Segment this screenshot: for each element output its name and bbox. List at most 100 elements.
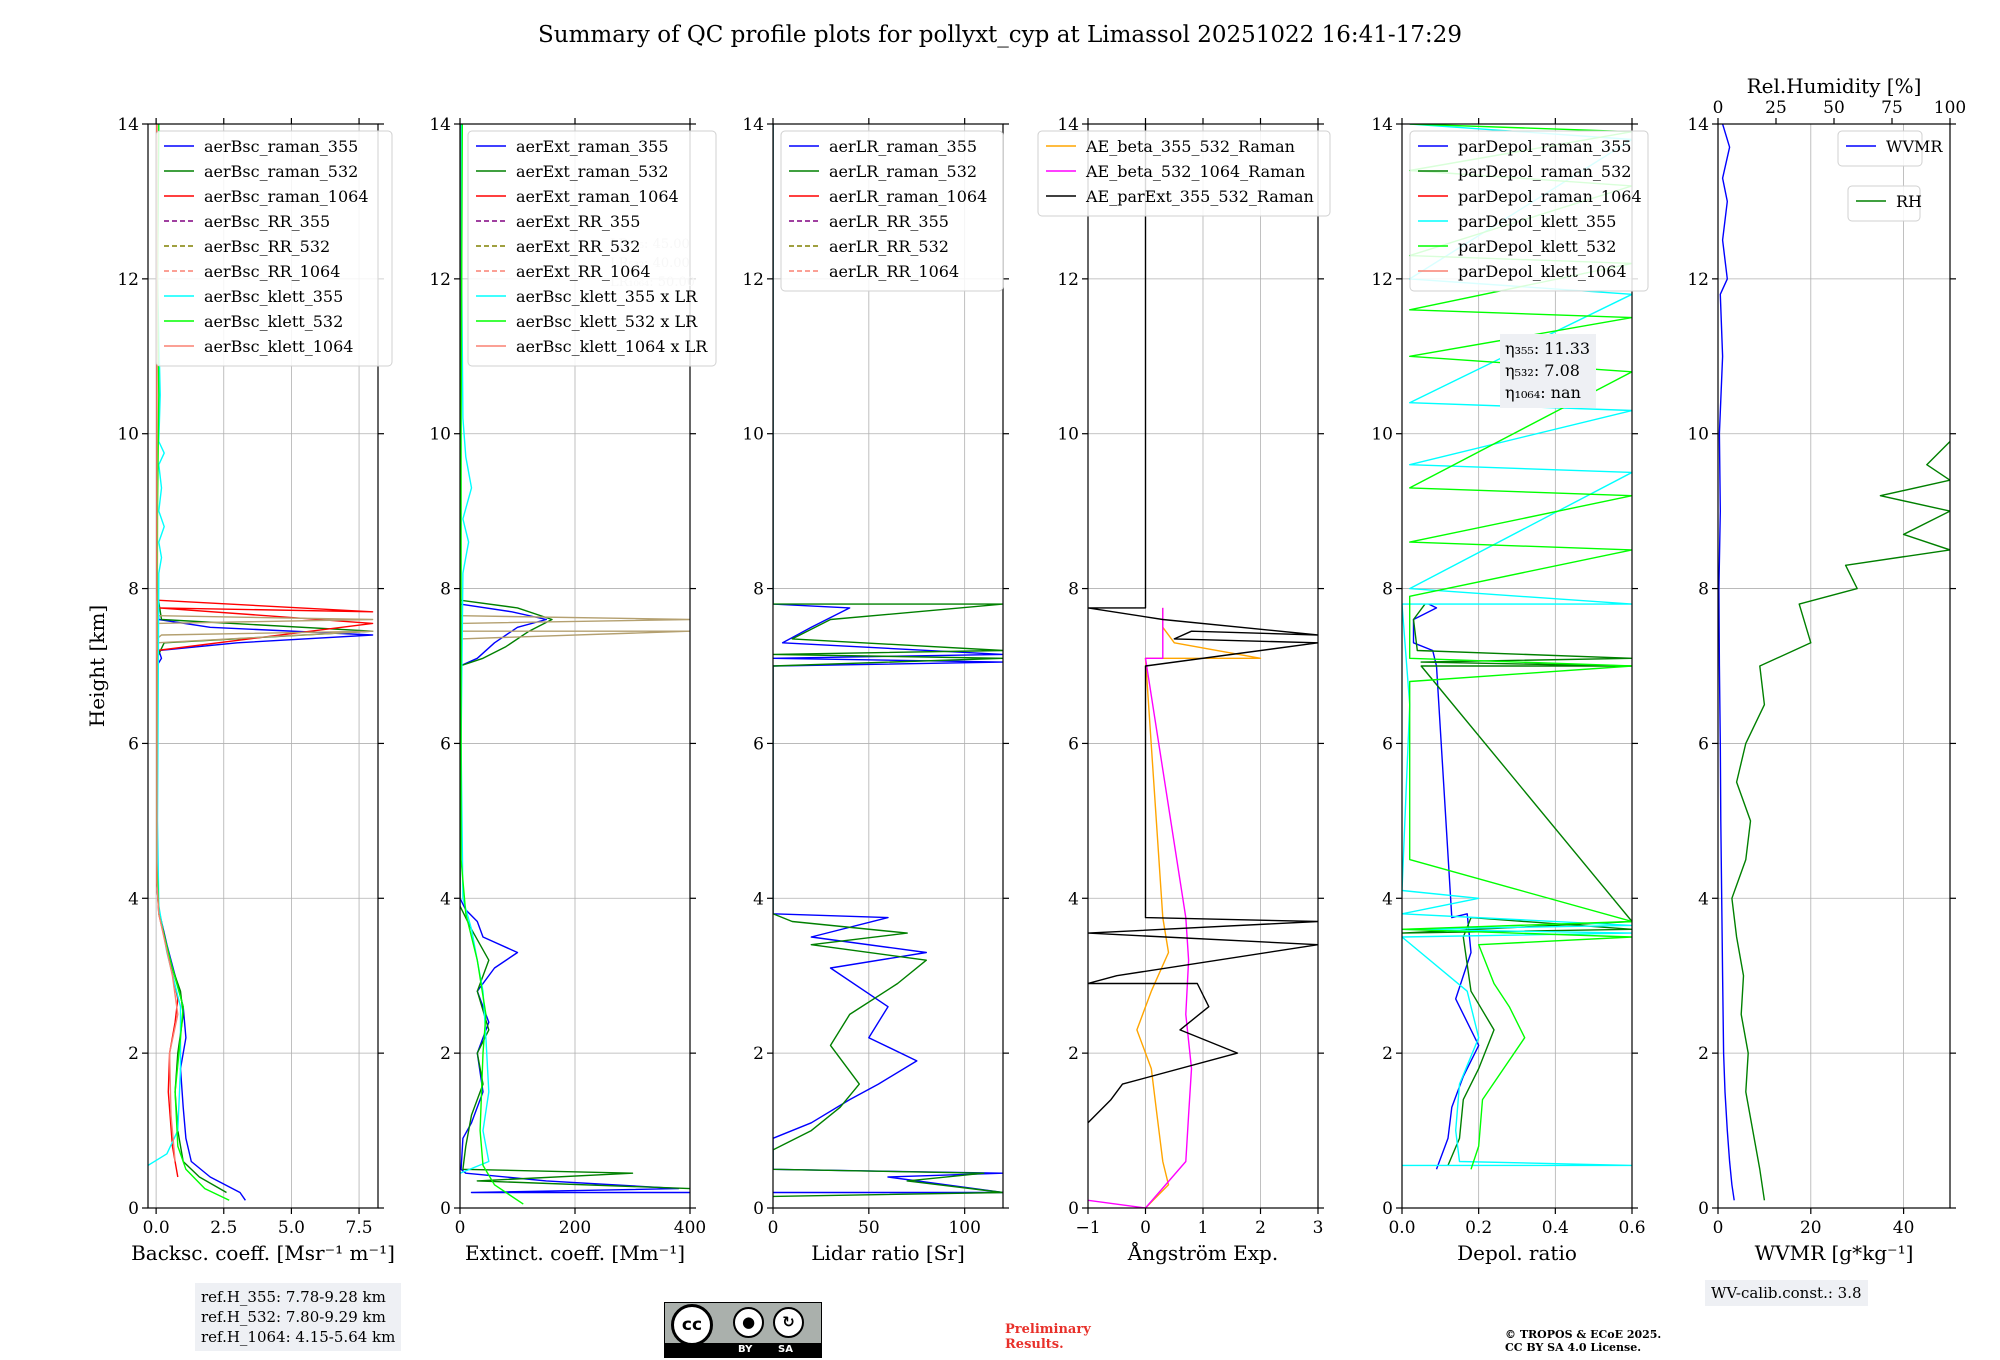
extinction-panel: 0 2 4 6 8 10 12 14 0 200 400 Extinct. coeff. [Mm⁻¹]…: [429, 115, 717, 1265]
series-line-parDepol_raman_355: [1412, 603, 1480, 1170]
backscatter-ytick-label: 12: [117, 270, 139, 290]
lidar_ratio-xlabel: Lidar ratio [Sr]: [811, 1241, 965, 1265]
wv-ytick-label: 6: [1698, 734, 1709, 754]
lidar_ratio-xtick-label: 0: [768, 1218, 779, 1238]
backscatter-ytick-label: 4: [128, 889, 139, 909]
legend-label: parDepol_klett_355: [1458, 212, 1616, 231]
angstrom-series-group: [1088, 124, 1318, 1208]
wv-calibration-box: WV-calib.const.: 3.8: [1705, 1280, 1868, 1306]
wv-toptick-label: 50: [1823, 98, 1845, 118]
angstrom-xtick-label: 3: [1313, 1218, 1324, 1238]
angstrom-ytick-label: 12: [1057, 270, 1079, 290]
wv-toptick-label: 75: [1881, 98, 1903, 118]
figure-title: Summary of QC profile plots for pollyxt_…: [538, 22, 1462, 48]
angstrom-xtick-label: −1: [1075, 1218, 1100, 1238]
extinction-series-group: [460, 124, 690, 1205]
angstrom-xtick-label: 2: [1255, 1218, 1266, 1238]
legend-label: aerExt_RR_532: [516, 237, 640, 256]
legend-label: aerBsc_RR_355: [204, 212, 330, 231]
backscatter-frame: [147, 123, 379, 1209]
backscatter-ytick-label: 0: [128, 1199, 139, 1219]
legend-label: aerLR_RR_532: [829, 237, 949, 256]
wv-legend-box: [1837, 130, 1923, 167]
extinction-ytick-label: 10: [429, 425, 451, 445]
wv-legend: WVMR: [1837, 130, 1943, 167]
legend-label: aerExt_RR_355: [516, 212, 640, 231]
depol-ytick-label: 8: [1382, 580, 1393, 600]
extinction-xtick-label: 400: [674, 1218, 706, 1238]
extinction-legend-box: [467, 130, 717, 367]
depol-ytick-label: 14: [1371, 115, 1393, 135]
extinction-ytick-label: 6: [440, 734, 451, 754]
backscatter-xtick-label: 5.0: [278, 1218, 305, 1238]
depol-ytick-label: 10: [1371, 425, 1393, 445]
legend-label: WVMR: [1886, 137, 1943, 156]
legend-label: parDepol_klett_1064: [1458, 262, 1627, 281]
extinction-ytick-label: 0: [440, 1199, 451, 1219]
backscatter-ytick-label: 14: [117, 115, 139, 135]
legend-label: parDepol_raman_1064: [1458, 187, 1642, 206]
legend-label: aerBsc_klett_1064 x LR: [516, 337, 708, 356]
copyright-line-1: © TROPOS & ECoE 2025.: [1505, 1328, 1662, 1341]
backscatter-xtick-label: 0.0: [143, 1218, 170, 1238]
wv-ytick-label: 4: [1698, 889, 1709, 909]
backscatter-xtick-label: 2.5: [210, 1218, 237, 1238]
legend-label: aerLR_RR_355: [829, 212, 949, 231]
backscatter-panel: 0 2 4 6 8 10 12 14 0.0 2.5 5.0 7.5 Backsc. coeff. [M…: [117, 115, 395, 1265]
depol-xtick-label: 0.0: [1388, 1218, 1415, 1238]
angstrom-xtick-label: 0: [1140, 1218, 1151, 1238]
legend-label: aerExt_raman_1064: [516, 187, 679, 206]
depol-ytick-label: 2: [1382, 1044, 1393, 1064]
extinction-ytick-label: 12: [429, 270, 451, 290]
reference-height-box: ref.H_355: 7.78-9.28 km ref.H_532: 7.80-…: [195, 1283, 402, 1351]
wv-xtick-label: 40: [1893, 1218, 1915, 1238]
extinction-ytick-label: 8: [440, 580, 451, 600]
extinction-ytick-label: 2: [440, 1044, 451, 1064]
eta-annotation-box: η₃₅₅: 11.33 η₅₃₂: 7.08 η₁₀₆₄: nan: [1500, 334, 1596, 408]
lidar_ratio-ytick-label: 10: [742, 425, 764, 445]
legend-label: aerBsc_klett_532 x LR: [516, 312, 698, 331]
angstrom-ytick-label: 2: [1068, 1044, 1079, 1064]
angstrom-ytick-label: 4: [1068, 889, 1079, 909]
lidar_ratio-panel: 0 2 4 6 8 10 12 14 0 50 100 Lidar ratio [Sr] aerLR_r…: [742, 115, 1009, 1265]
series-line-WVMR: [1718, 124, 1735, 1201]
legend-label: aerBsc_raman_532: [204, 162, 358, 181]
ref-height-532: ref.H_532: 7.80-9.29 km: [201, 1308, 386, 1326]
wv-top-label: Rel.Humidity [%]: [1747, 74, 1922, 98]
legend-label: aerBsc_RR_532: [204, 237, 330, 256]
backscatter-ytick-label: 10: [117, 425, 139, 445]
wv-xlabel: WVMR [g*kg⁻¹]: [1755, 1241, 1914, 1265]
wv-ytick-label: 14: [1687, 115, 1709, 135]
wv-toptick-label: 100: [1934, 98, 1966, 118]
series-line-aerExt_RR_532: [460, 615, 690, 640]
series-line-aerBsc_klett_355: [148, 124, 182, 1166]
depol-ytick-label: 6: [1382, 734, 1393, 754]
wv-series-group: [1718, 124, 1950, 1201]
series-line-aerBsc_klett_532: [156, 124, 230, 1201]
backscatter-xtick-label: 7.5: [346, 1218, 373, 1238]
legend-label: RH: [1896, 192, 1922, 211]
legend-label: aerBsc_klett_532: [204, 312, 343, 331]
depol-legend: parDepol_raman_355 parDepol_raman_532 parD…: [1409, 130, 1649, 292]
lidar_ratio-series-group: [773, 124, 1003, 1198]
cc-badge-strip: BY SA: [665, 1343, 821, 1357]
legend-label: aerBsc_klett_355: [204, 287, 343, 306]
extinction-ytick-label: 14: [429, 115, 451, 135]
legend-label: aerLR_raman_532: [829, 162, 977, 181]
legend-label: aerExt_raman_355: [516, 137, 669, 156]
lidar_ratio-ytick-label: 2: [753, 1044, 764, 1064]
series-line-aerBsc_klett_1064: [156, 124, 179, 1162]
lidar_ratio-ytick-label: 4: [753, 889, 764, 909]
angstrom-ytick-label: 14: [1057, 115, 1079, 135]
backscatter-series-group: [148, 124, 374, 1201]
lidar_ratio-ytick-label: 12: [742, 270, 764, 290]
rh-legend: RH: [1847, 185, 1922, 222]
depol-xtick-label: 0.6: [1618, 1218, 1645, 1238]
by-attribution-icon: ●: [733, 1307, 764, 1338]
extinction-ytick-label: 4: [440, 889, 451, 909]
series-line-aerLR_raman_532: [773, 124, 1003, 1198]
backscatter-ytick-label: 6: [128, 734, 139, 754]
rh-legend-box: [1847, 185, 1921, 222]
